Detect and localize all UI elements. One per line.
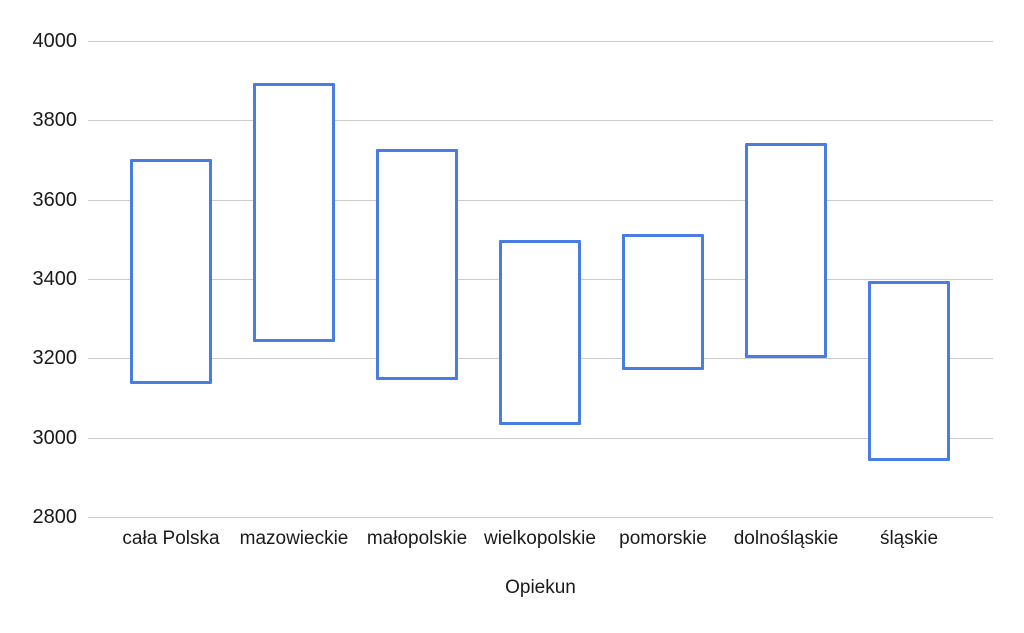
y-axis-tick-label: 3200 (32, 347, 78, 369)
x-axis-category-label: dolnośląskie (733, 528, 839, 549)
x-axis-title: Opiekun (505, 577, 576, 598)
x-axis-category-label: wielkopolskie (484, 528, 596, 549)
y-axis-tick-label: 3000 (32, 427, 78, 449)
range-bar[interactable] (622, 234, 704, 370)
range-bar[interactable] (499, 240, 581, 425)
x-axis-category-label: cała Polska (122, 528, 220, 549)
y-axis-tick-label: 3400 (32, 268, 78, 290)
x-axis-category-label: małopolskie (366, 528, 468, 549)
y-axis-tick-label: 2800 (32, 506, 78, 528)
range-bar[interactable] (745, 143, 827, 358)
y-axis-tick-label: 4000 (32, 30, 78, 52)
range-bar[interactable] (253, 83, 335, 342)
range-bar[interactable] (130, 159, 212, 384)
y-axis-tick-label: 3600 (32, 189, 78, 211)
range-bar[interactable] (868, 281, 950, 461)
y-axis-tick-label: 3800 (32, 109, 78, 131)
gridline (88, 517, 993, 518)
gridline (88, 41, 993, 42)
gridline (88, 200, 993, 201)
gridline (88, 120, 993, 121)
x-axis-category-label: pomorskie (619, 528, 707, 549)
gridline (88, 438, 993, 439)
x-axis-category-label: mazowieckie (239, 528, 349, 549)
x-axis-category-label: śląskie (879, 528, 939, 549)
range-bar[interactable] (376, 149, 458, 380)
